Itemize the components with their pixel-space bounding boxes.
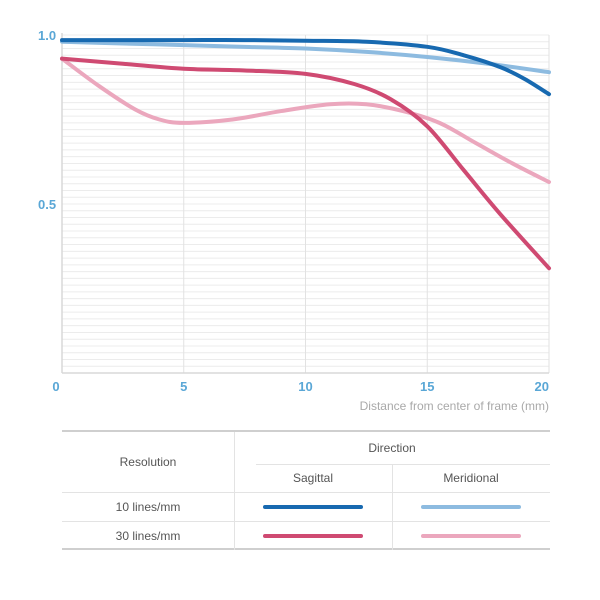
x-tick-label: 5: [180, 379, 187, 394]
x-tick-label: 0: [52, 379, 59, 394]
mtf-chart: 0.5 1.0 0 5 10 15 20 Distance from center of f…: [38, 28, 551, 413]
chart-ticks: 0.5 1.0 0 5 10 15 20: [38, 28, 549, 394]
x-tick-label: 10: [298, 379, 312, 394]
chart-grid: [62, 34, 550, 374]
legend-swatch-cell: [392, 521, 550, 550]
swatch-10-meridional: [421, 504, 521, 509]
legend-table: Resolution Direction Sagittal Meridional…: [62, 430, 550, 550]
swatch-30-sagittal: [263, 533, 363, 538]
legend-divider: [62, 521, 550, 522]
legend-divider: [234, 432, 235, 550]
swatch-10-sagittal: [263, 504, 363, 509]
direction-header: Direction: [368, 441, 416, 455]
meridional-header: Meridional: [443, 471, 499, 485]
row-label-10: 10 lines/mm: [115, 499, 181, 514]
series-line-10-lines-mm-sagittal: [60, 38, 551, 97]
legend-swatch-cell: [234, 492, 392, 521]
x-tick-label: 15: [420, 379, 434, 394]
swatch-30-meridional: [421, 533, 521, 538]
legend-divider: [62, 492, 550, 493]
sagittal-header: Sagittal: [292, 471, 334, 485]
x-axis-label: Distance from center of frame (mm): [360, 399, 549, 413]
row-label-30: 30 lines/mm: [115, 528, 181, 543]
legend-swatch-cell: [234, 521, 392, 550]
chart-axes: [61, 33, 549, 374]
series-line-10-lines-mm-meridional: [60, 39, 551, 75]
legend-divider: [392, 464, 393, 550]
y-tick-label: 1.0: [38, 28, 56, 43]
series-line-30-lines-mm-meridional: [60, 56, 551, 185]
legend-divider: [256, 464, 550, 465]
chart-series: [60, 38, 551, 271]
resolution-header: Resolution: [119, 455, 177, 469]
legend-swatch-cell: [392, 492, 550, 521]
y-tick-label: 0.5: [38, 197, 56, 212]
series-line-30-lines-mm-sagittal: [60, 56, 551, 271]
x-tick-label: 20: [535, 379, 549, 394]
